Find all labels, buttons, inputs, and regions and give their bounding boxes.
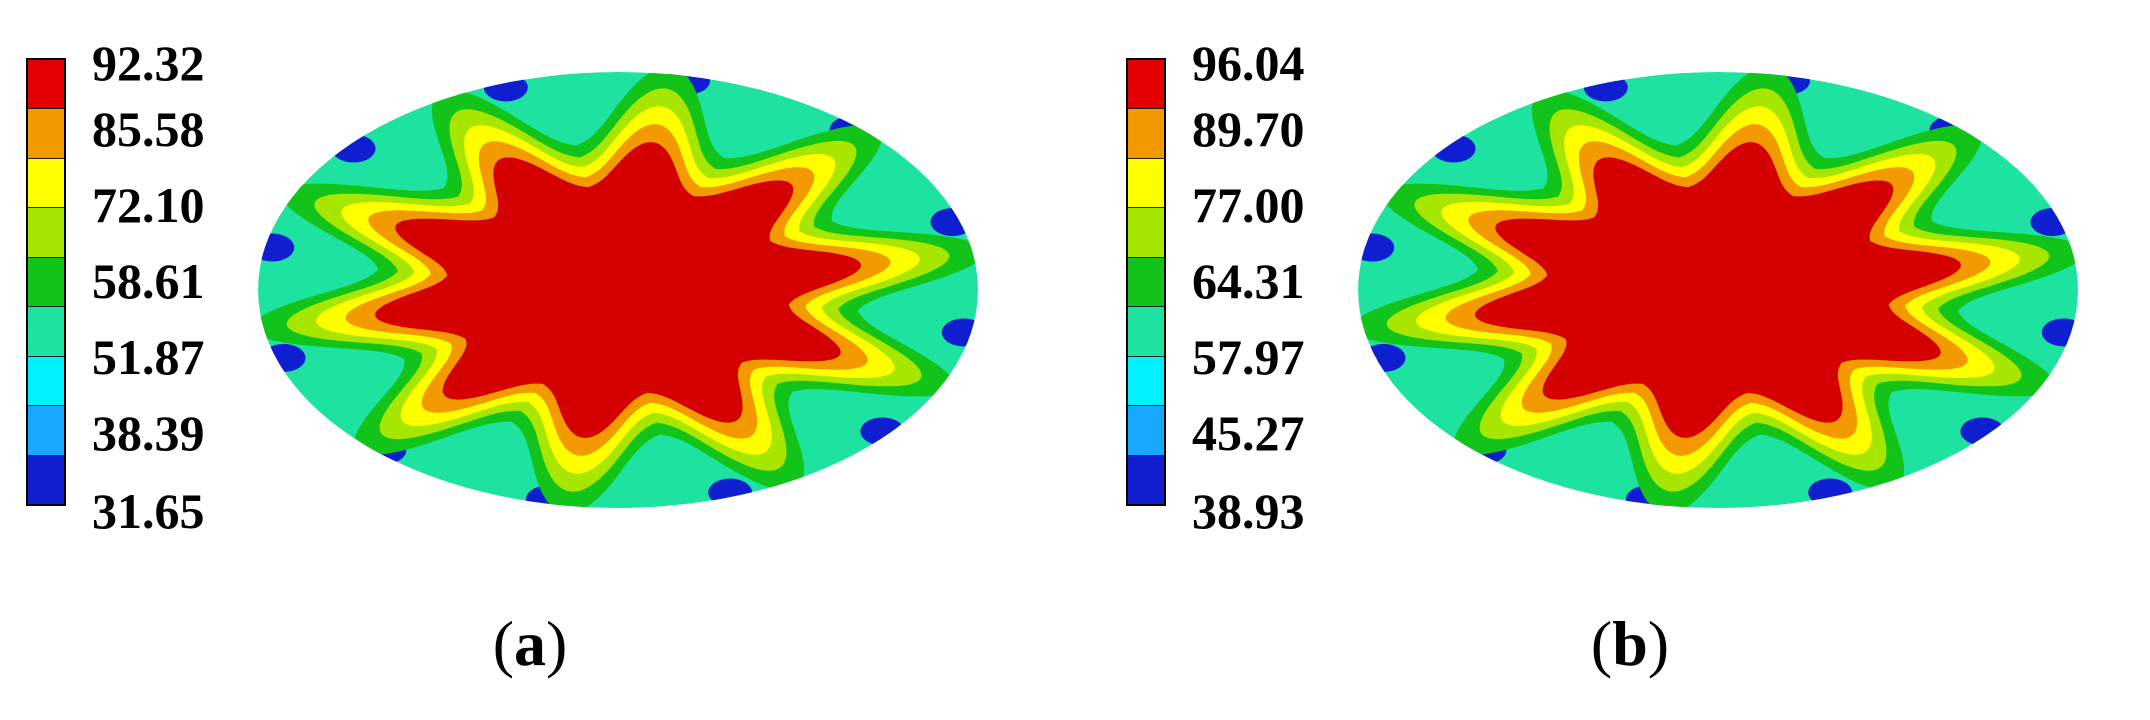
legend-color-segment [28, 158, 64, 209]
legend-color-segment [1128, 257, 1164, 308]
contour-band [930, 208, 975, 237]
contour-band [258, 233, 295, 262]
legend-color-segment [28, 455, 64, 504]
legend-color-segment [1128, 455, 1164, 504]
contour-band [2030, 208, 2075, 237]
contour-band [2041, 318, 2078, 347]
contour-band [548, 230, 688, 350]
contour-band [1960, 417, 2005, 446]
contour-band [708, 478, 753, 507]
contour-band [860, 417, 905, 446]
contour-band [331, 134, 376, 163]
color-legend-bar [1126, 58, 1166, 506]
contour-band [1808, 478, 1853, 507]
contour-band [261, 343, 306, 372]
panel-a: 92.32 85.58 72.10 58.61 51.87 38.39 31.6… [26, 35, 978, 679]
legend-value: 38.39 [92, 405, 205, 461]
panel-caption: (a) [492, 608, 568, 679]
contour-band [1358, 233, 1395, 262]
legend-value: 96.04 [1192, 35, 1305, 91]
contour-band [483, 73, 528, 102]
legend-value: 89.70 [1192, 101, 1305, 157]
legend-color-segment [28, 109, 64, 159]
legend-color-segment [1128, 109, 1164, 159]
legend-color-segment [1128, 307, 1164, 357]
panel-caption: (b) [1590, 608, 1670, 679]
contour-plot [1358, 72, 2078, 508]
contour-band [1583, 73, 1628, 102]
contour-band [941, 318, 978, 347]
contour-band [1361, 343, 1406, 372]
legend-value: 57.97 [1192, 329, 1305, 385]
legend-color-segment [28, 356, 64, 407]
legend-color-segment [1128, 406, 1164, 456]
legend-color-segment [28, 307, 64, 357]
legend-value: 85.58 [92, 101, 205, 157]
legend-color-segment [1128, 208, 1164, 258]
legend-value: 92.32 [92, 35, 205, 91]
contour-band [1431, 134, 1476, 163]
legend-value: 64.31 [1192, 253, 1305, 309]
legend-color-segment [28, 257, 64, 308]
legend-value: 45.27 [1192, 405, 1305, 461]
legend-color-segment [1128, 356, 1164, 407]
legend-value: 31.65 [92, 483, 205, 539]
legend-value: 58.61 [92, 253, 205, 309]
contour-plot [258, 72, 978, 508]
panel-b: 96.04 89.70 77.00 64.31 57.97 45.27 38.9… [1100, 0, 2150, 720]
legend-color-segment [28, 60, 64, 110]
legend-color-segment [28, 406, 64, 456]
legend-color-segment [28, 208, 64, 258]
legend-color-segment [1128, 60, 1164, 110]
legend-value: 72.10 [92, 177, 205, 233]
contour-band [1648, 230, 1788, 350]
legend-value: 38.93 [1192, 483, 1305, 539]
legend-value: 51.87 [92, 329, 205, 385]
color-legend-bar [26, 58, 66, 506]
legend-value: 77.00 [1192, 177, 1305, 233]
legend-color-segment [1128, 158, 1164, 209]
